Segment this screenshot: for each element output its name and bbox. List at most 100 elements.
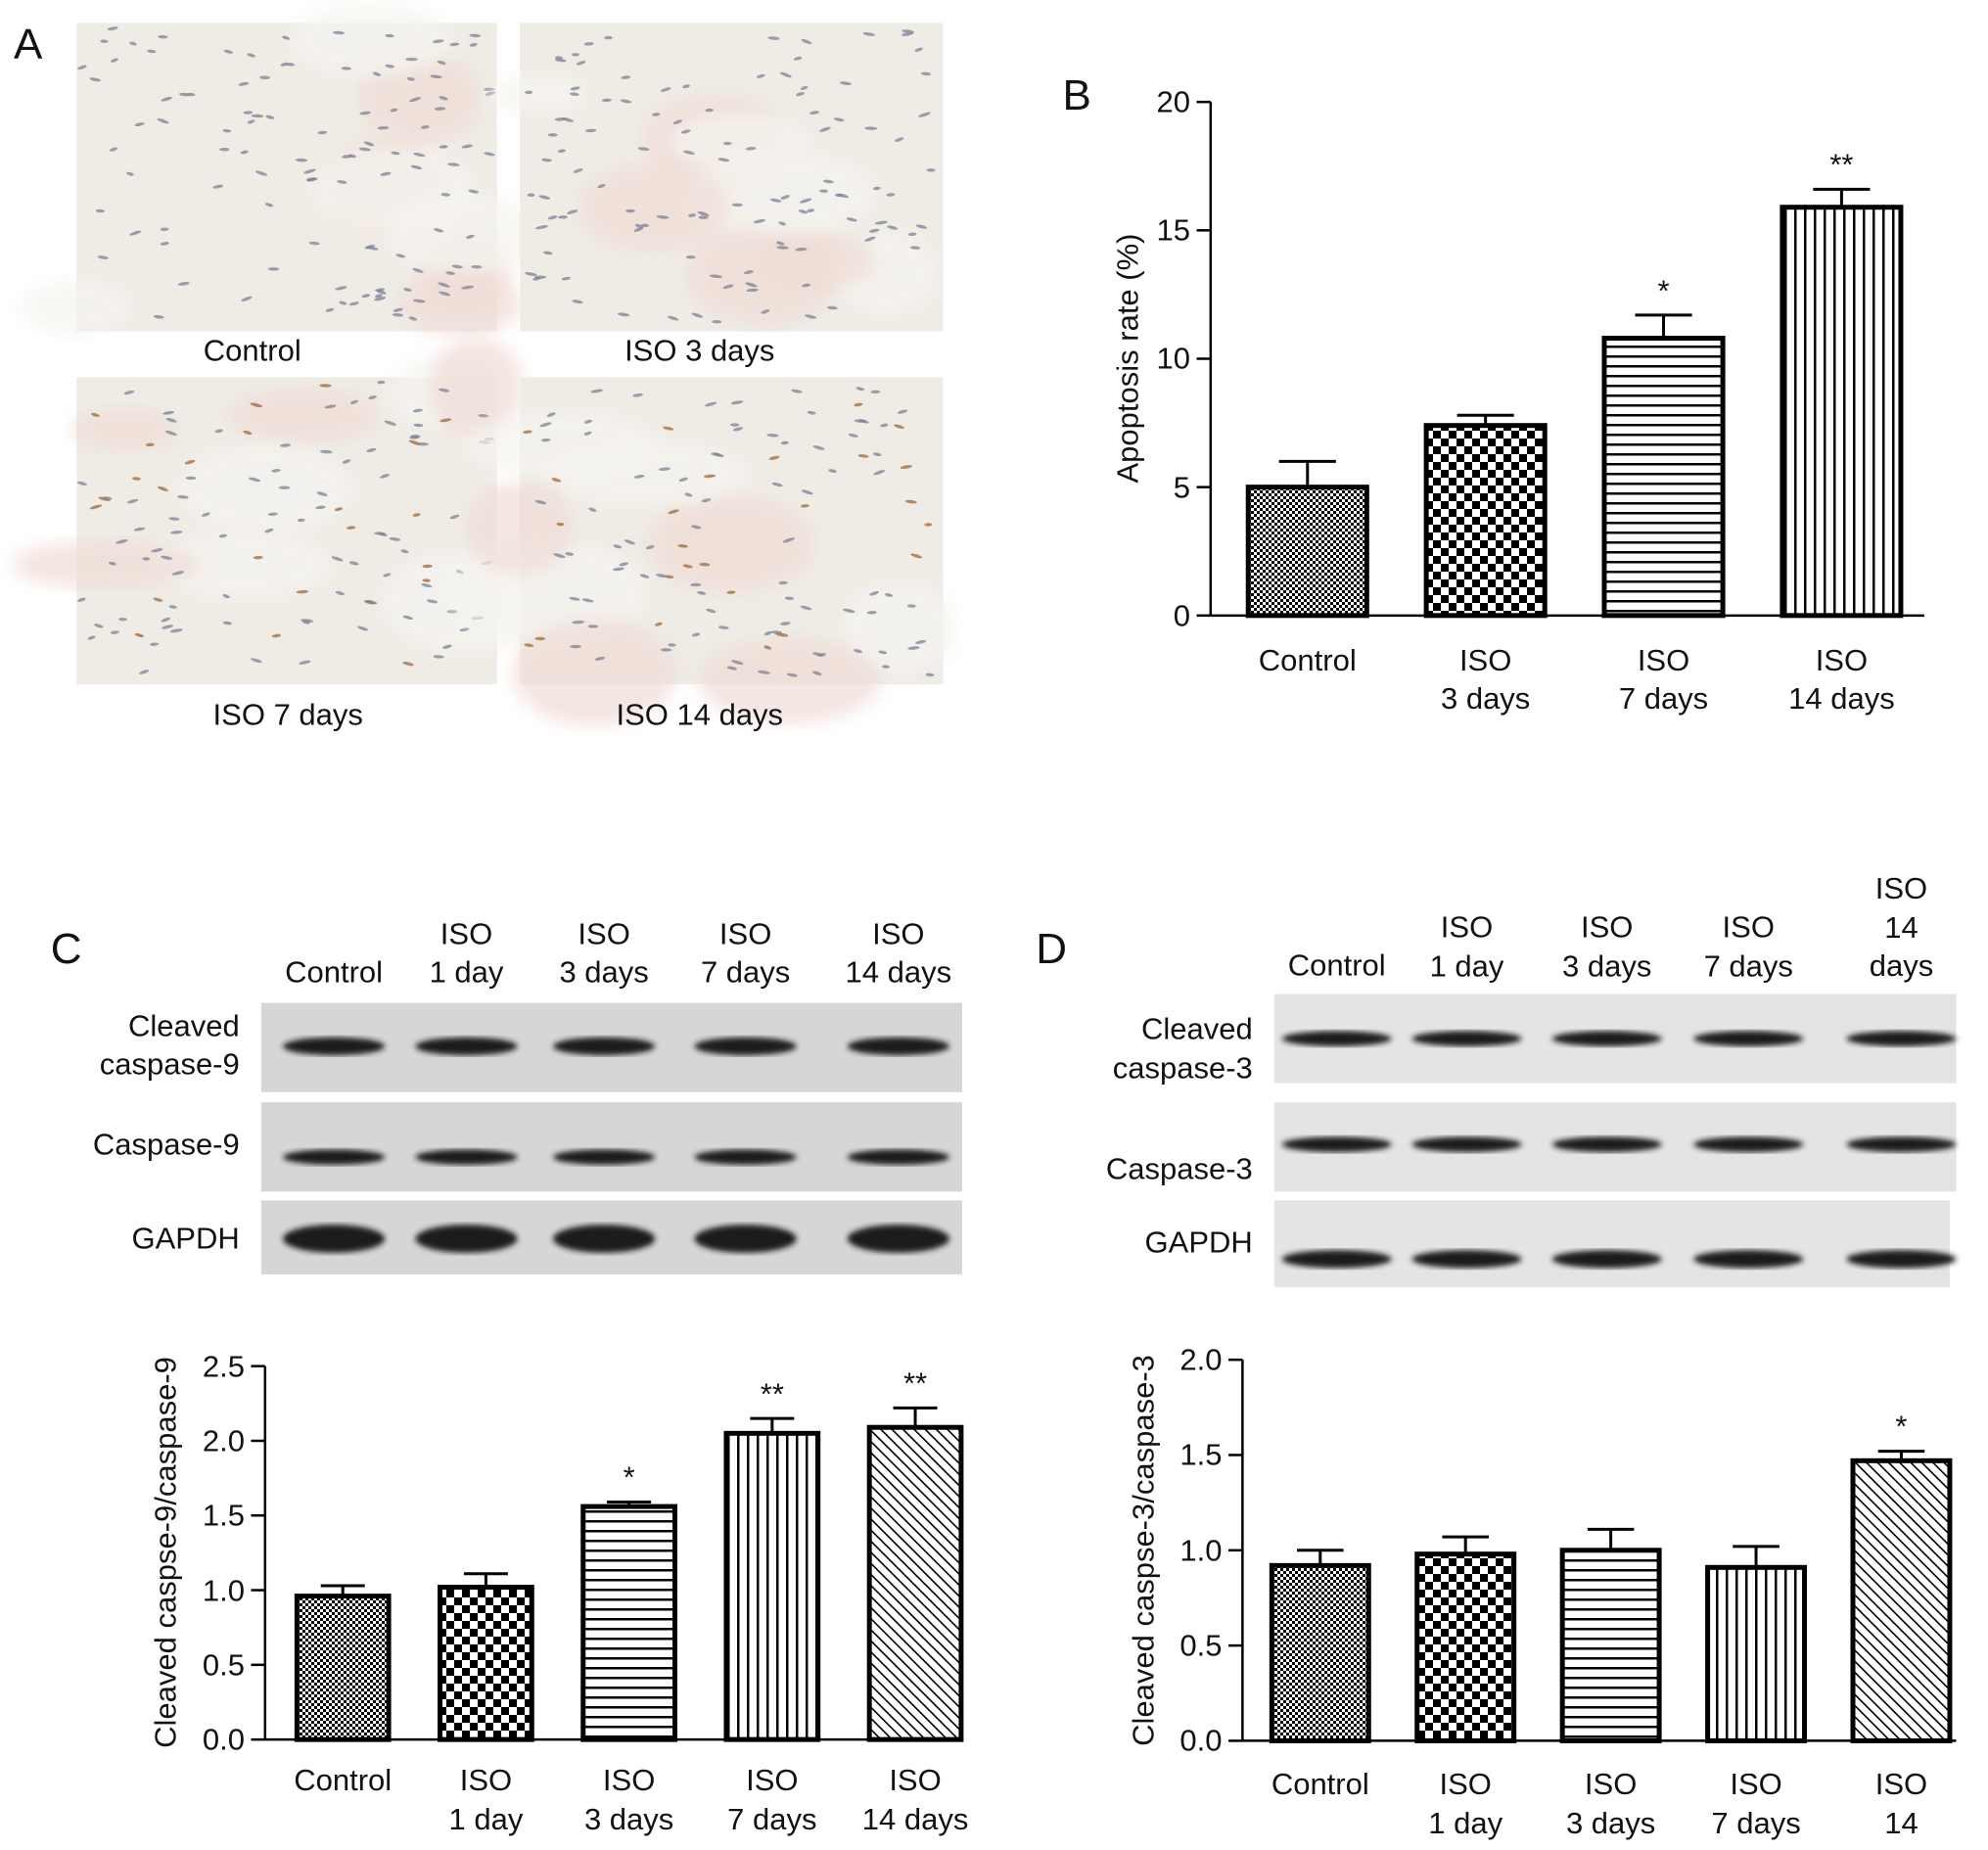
nucleus: [745, 147, 757, 151]
nucleus: [118, 618, 127, 622]
blot-background: [1273, 1200, 1950, 1287]
nucleus: [857, 454, 869, 458]
nucleus: [459, 627, 470, 632]
bar-chart: [251, 1364, 964, 1742]
nucleus: [366, 600, 378, 605]
nucleus: [413, 153, 426, 158]
nucleus: [907, 646, 920, 650]
nucleus: [177, 495, 189, 499]
nucleus: [282, 35, 291, 40]
nucleus: [308, 241, 320, 246]
nucleus: [585, 128, 597, 133]
nucleus: [409, 436, 420, 439]
nucleus: [361, 294, 371, 299]
nucleus: [406, 77, 415, 81]
nucleus: [678, 477, 688, 483]
blot-band: [694, 1149, 797, 1165]
nucleus: [758, 670, 770, 674]
micrograph: [445, 377, 957, 726]
nucleus: [793, 56, 803, 61]
nucleus: [570, 644, 581, 649]
nucleus: [359, 111, 371, 116]
nucleus: [690, 582, 702, 587]
nucleus: [795, 247, 808, 252]
nucleus: [637, 147, 650, 151]
blot-band: [1846, 1136, 1957, 1152]
nucleus: [534, 636, 546, 641]
nucleus: [771, 482, 783, 487]
nucleus: [161, 96, 172, 102]
nucleus: [123, 390, 135, 395]
nucleus: [633, 227, 644, 232]
nucleus: [705, 401, 717, 407]
nucleus: [222, 128, 232, 133]
x-tick-label: ISO 1 day: [448, 1763, 524, 1836]
nucleus: [539, 422, 552, 428]
lane-label: ISO 7 days: [700, 916, 791, 990]
nucleus: [672, 119, 682, 124]
blot-row-label: Cleaved caspase-3: [1112, 1012, 1253, 1086]
nucleus: [573, 168, 583, 173]
significance-mark: *: [623, 1459, 635, 1495]
nucleus: [641, 223, 650, 227]
blot-strip: [260, 1002, 962, 1092]
nucleus: [761, 309, 770, 314]
nucleus: [590, 389, 603, 393]
nucleus: [885, 593, 894, 597]
nucleus: [826, 305, 838, 310]
nucleus: [339, 301, 347, 305]
nucleus: [682, 84, 690, 89]
y-tick-label: 1.5: [202, 1498, 245, 1533]
nucleus: [780, 195, 790, 200]
nucleus: [417, 441, 429, 446]
nucleus: [718, 625, 729, 629]
nucleus: [918, 112, 931, 117]
nucleus: [854, 402, 863, 407]
nucleus: [583, 419, 592, 424]
nucleus: [402, 662, 414, 667]
nucleus: [843, 608, 855, 614]
nucleus: [305, 177, 318, 181]
nucleus: [402, 615, 414, 621]
nucleus: [76, 481, 87, 486]
nucleus: [538, 195, 551, 200]
nucleus: [619, 562, 629, 567]
nucleus: [380, 474, 390, 479]
nucleus: [893, 424, 904, 430]
nucleus: [540, 438, 551, 442]
nucleus: [668, 643, 676, 647]
nucleus: [165, 417, 177, 423]
nucleus: [915, 639, 927, 644]
nucleus: [434, 107, 446, 111]
nucleus: [390, 108, 398, 113]
nucleus: [214, 429, 223, 434]
blot-row-label: Caspase-3: [1105, 1151, 1253, 1186]
nucleus: [430, 74, 442, 79]
nucleus: [403, 288, 412, 292]
nucleus: [546, 412, 556, 417]
significance-mark: **: [1829, 147, 1854, 182]
nucleus: [656, 214, 670, 219]
nucleus: [241, 296, 253, 301]
nucleus: [325, 307, 335, 312]
nucleus: [89, 504, 103, 510]
error-bar: [750, 1416, 795, 1434]
nucleus: [158, 35, 168, 39]
micrograph: [486, 23, 944, 332]
tissue-tint: [646, 494, 814, 593]
nucleus: [791, 389, 803, 393]
nucleus: [296, 589, 309, 594]
nucleus: [139, 670, 150, 674]
nucleus: [437, 60, 446, 66]
nucleus: [170, 531, 183, 534]
nucleus: [604, 35, 613, 40]
nucleus: [162, 410, 175, 415]
blot-strip: [260, 1102, 962, 1192]
blot-background: [260, 1102, 962, 1192]
nucleus: [383, 573, 392, 578]
nucleus: [787, 672, 798, 677]
nucleus: [89, 77, 102, 82]
blot-strip: [260, 1200, 962, 1274]
nucleus: [828, 469, 837, 473]
nucleus: [441, 644, 452, 649]
